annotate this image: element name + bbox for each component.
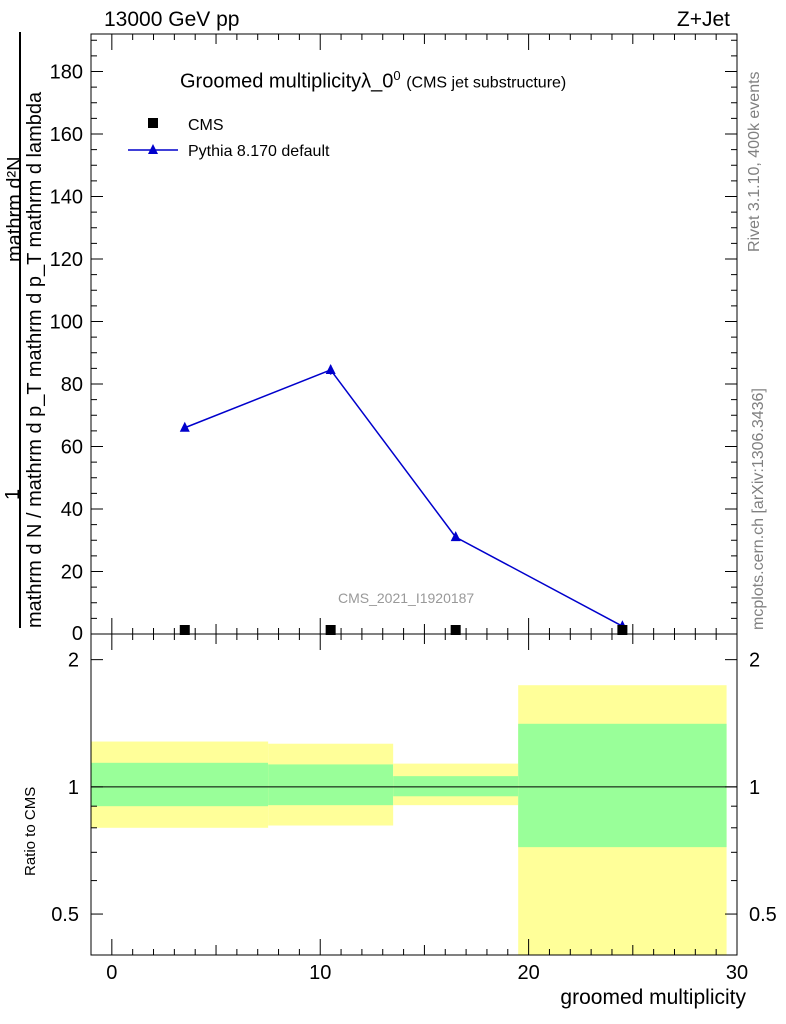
main-series [179,363,628,635]
main-ylabel-denominator: mathrm d N / mathrm d p_T mathrm d p_T m… [24,91,46,628]
y-tick-label: 40 [61,499,83,521]
x-tick-label: 20 [517,962,539,984]
y-tick-label: 60 [61,437,83,459]
ratio-y-tick-label-right: 0.5 [749,904,777,926]
ratio-y-tick-label-right: 1 [749,777,760,799]
header-left: 13000 GeV pp [104,8,240,31]
y-tick-label: 140 [50,187,83,209]
x-tick-label: 30 [726,962,748,984]
ratio-band-green-2 [393,776,519,797]
main-ylabel-prefix: 1 [2,488,24,500]
y-tick-label: 100 [50,312,83,334]
pythia-point [325,363,336,374]
chart-title-suffix: (CMS jet substructure) [406,74,567,92]
pythia-point [450,531,461,542]
cms-point [617,625,628,635]
header-right: Z+Jet [676,8,730,31]
mcplots-label: mcplots.cern.ch [arXiv:1306.3436] [750,388,767,630]
y-tick-label: 20 [61,562,83,584]
legend-pythia-marker [148,144,158,154]
y-tick-label: 120 [50,249,83,271]
ratio-y-tick-label: 1 [68,777,79,799]
main-ylabel-fraction-bar [19,32,21,628]
cms-point [450,625,461,635]
y-tick-label: 160 [50,124,83,146]
ratio-y-tick-label: 2 [68,650,79,672]
legend-cms-marker [148,118,158,128]
chart-title-sup: 0 [393,68,401,83]
chart-title: Groomed multiplicityλ_00 (CMS jet substr… [180,68,566,94]
ratio-y-tick-label-right: 2 [749,650,760,672]
ratio-band-green-3 [518,723,727,848]
x-tick-label: 0 [106,962,117,984]
legend: CMS Pythia 8.170 default [128,117,330,160]
ratio-band-green-0 [91,762,269,807]
legend-pythia-label: Pythia 8.170 default [188,143,330,160]
y-tick-label: 180 [50,62,83,84]
ratio-ylabel: Ratio to CMS [22,786,39,876]
chart-title-main: Groomed multiplicityλ_0 [180,70,394,93]
cms-point [325,625,336,635]
x-axis-label: groomed multiplicity [560,986,746,1009]
ratio-band-green-1 [268,764,394,806]
y-tick-label: 80 [61,374,83,396]
legend-cms-label: CMS [188,117,224,134]
ratio-bands [91,685,727,955]
main-frame [90,33,738,635]
rivet-label: Rivet 3.1.10, 400k events [746,71,763,252]
y-tick-label-zero: 0 [72,623,83,645]
ratio-y-tick-label: 0.5 [51,904,79,926]
x-tick-label: 10 [309,962,331,984]
pythia-line [184,369,623,627]
analysis-watermark: CMS_2021_I1920187 [338,590,475,606]
pythia-point [179,421,190,432]
main-plot-border [90,33,738,635]
cms-point [179,625,190,635]
